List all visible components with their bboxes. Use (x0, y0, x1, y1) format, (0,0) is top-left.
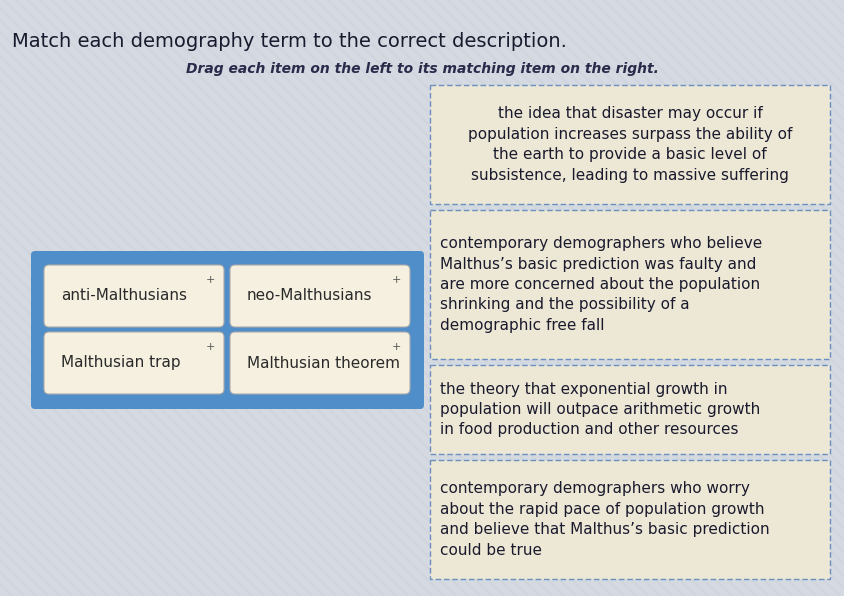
Text: Match each demography term to the correct description.: Match each demography term to the correc… (12, 32, 566, 51)
Text: Malthusian trap: Malthusian trap (61, 355, 181, 371)
Text: Malthusian theorem: Malthusian theorem (246, 355, 399, 371)
Text: Drag each item on the left to its matching item on the right.: Drag each item on the left to its matchi… (186, 62, 658, 76)
Text: anti-Malthusians: anti-Malthusians (61, 288, 187, 303)
Text: +: + (205, 342, 214, 352)
Text: +: + (391, 342, 401, 352)
Text: the idea that disaster may occur if
population increases surpass the ability of
: the idea that disaster may occur if popu… (468, 107, 792, 182)
Text: +: + (391, 275, 401, 285)
Text: +: + (205, 275, 214, 285)
FancyBboxPatch shape (430, 85, 829, 204)
FancyBboxPatch shape (31, 251, 424, 409)
FancyBboxPatch shape (44, 332, 224, 394)
Text: contemporary demographers who believe
Malthus’s basic prediction was faulty and
: contemporary demographers who believe Ma… (440, 236, 761, 333)
Text: the theory that exponential growth in
population will outpace arithmetic growth
: the theory that exponential growth in po… (440, 381, 760, 437)
FancyBboxPatch shape (230, 332, 409, 394)
Text: neo-Malthusians: neo-Malthusians (246, 288, 372, 303)
FancyBboxPatch shape (430, 365, 829, 454)
FancyBboxPatch shape (430, 210, 829, 359)
FancyBboxPatch shape (230, 265, 409, 327)
Text: contemporary demographers who worry
about the rapid pace of population growth
an: contemporary demographers who worry abou… (440, 482, 769, 558)
FancyBboxPatch shape (430, 460, 829, 579)
FancyBboxPatch shape (44, 265, 224, 327)
